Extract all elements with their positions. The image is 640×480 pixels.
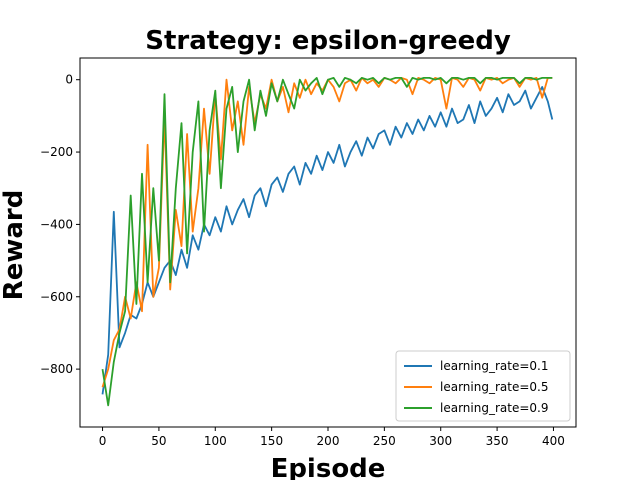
y-tick-label: −400 (40, 217, 73, 231)
x-tick-label: 250 (373, 434, 396, 448)
x-tick-label: 50 (151, 434, 166, 448)
series-line-1 (101, 86, 554, 395)
series-line-3 (101, 77, 553, 407)
x-tick-label: 400 (542, 434, 565, 448)
x-tick-label: 200 (317, 434, 340, 448)
legend: learning_rate=0.1 learning_rate=0.5learni… (395, 350, 571, 422)
legend-label-3: learning_rate=0.9 (440, 401, 548, 415)
legend-label-2: learning_rate=0.5 (440, 380, 548, 394)
y-tick-label: 0 (65, 73, 73, 87)
y-axis-ticks: −800 −600 −400 −200 0 (40, 73, 80, 376)
y-tick-label: −800 (40, 362, 73, 376)
x-axis-ticks: 0 50 100 150 200 250 300 350 400 (99, 427, 565, 448)
x-tick-label: 0 (99, 434, 107, 448)
x-tick-label: 300 (429, 434, 452, 448)
chart-title: Strategy: epsilon-greedy (145, 26, 511, 56)
x-tick-label: 150 (260, 434, 283, 448)
legend-label-1: learning_rate=0.1 (440, 359, 548, 373)
y-tick-label: −600 (40, 290, 73, 304)
y-tick-label: −200 (40, 145, 73, 159)
legend-box (395, 350, 571, 422)
x-tick-label: 100 (204, 434, 227, 448)
y-axis-label: Reward (0, 190, 29, 301)
plot-frame (79, 57, 577, 428)
x-tick-label: 350 (486, 434, 509, 448)
plot-lines (101, 77, 554, 407)
x-axis-label: Episode (271, 454, 386, 480)
